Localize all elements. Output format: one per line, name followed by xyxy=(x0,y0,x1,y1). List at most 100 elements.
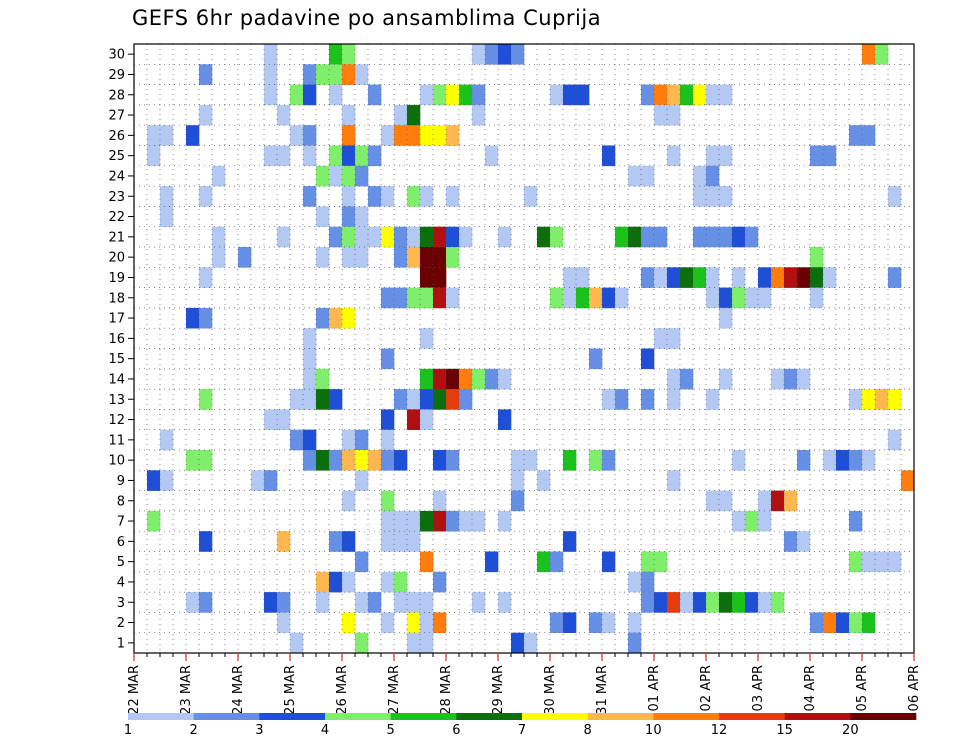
heatmap-cell xyxy=(264,44,278,65)
y-tick-label: 22 xyxy=(108,210,125,225)
legend-label: 6 xyxy=(452,723,460,738)
heatmap-cell xyxy=(784,368,798,390)
heatmap-cell xyxy=(693,226,707,248)
heatmap-cell xyxy=(511,490,525,512)
heatmap-cell xyxy=(706,287,720,309)
heatmap-cell xyxy=(823,267,837,288)
heatmap-cell xyxy=(329,571,343,593)
heatmap-cell xyxy=(420,592,434,613)
legend-label: 12 xyxy=(711,723,728,738)
heatmap-cell xyxy=(875,389,889,410)
heatmap-cell xyxy=(420,226,434,248)
heatmap-cell xyxy=(433,389,447,410)
heatmap-cell xyxy=(446,226,460,248)
heatmap-cell xyxy=(355,206,369,227)
heatmap-cell xyxy=(186,450,200,471)
heatmap-cell xyxy=(719,307,733,329)
heatmap-cell xyxy=(654,328,668,349)
legend-swatch xyxy=(456,713,523,720)
heatmap-cell xyxy=(550,226,564,248)
y-tick-label: 26 xyxy=(108,129,125,144)
heatmap-cell xyxy=(810,612,824,633)
heatmap-cell xyxy=(563,531,577,552)
heatmap-cell xyxy=(420,186,434,207)
y-tick-label: 27 xyxy=(108,109,125,124)
heatmap-cell xyxy=(628,571,642,593)
heatmap-cell xyxy=(342,104,356,126)
heatmap-cell xyxy=(290,389,304,410)
heatmap-cell xyxy=(563,450,577,471)
heatmap-cell xyxy=(732,510,746,532)
heatmap-cell xyxy=(680,592,694,613)
heatmap-cell xyxy=(264,470,278,491)
heatmap-cell xyxy=(420,632,434,654)
heatmap-cell xyxy=(355,450,369,471)
heatmap-cell xyxy=(706,145,720,167)
y-tick-label: 20 xyxy=(108,251,125,266)
heatmap-cell xyxy=(420,510,434,532)
heatmap-cell xyxy=(160,470,174,491)
legend-swatch xyxy=(653,713,720,720)
legend-label: 3 xyxy=(255,723,263,738)
y-tick-label: 1 xyxy=(117,636,125,651)
y-tick-label: 29 xyxy=(108,68,125,83)
heatmap-cell xyxy=(667,328,681,349)
heatmap-cell xyxy=(355,226,369,248)
heatmap-cell xyxy=(602,389,616,410)
heatmap-cell xyxy=(394,571,408,593)
y-tick-label: 24 xyxy=(108,169,125,184)
heatmap-cell xyxy=(693,84,707,106)
heatmap-cell xyxy=(810,267,824,288)
heatmap-cell xyxy=(667,470,681,491)
heatmap-cell xyxy=(862,389,876,410)
y-tick-label: 3 xyxy=(117,596,125,611)
heatmap-cell xyxy=(524,450,538,471)
heatmap-cell xyxy=(654,267,668,288)
heatmap-cell xyxy=(355,551,369,573)
heatmap-cell xyxy=(745,592,759,613)
heatmap-cell xyxy=(433,490,447,512)
y-tick-label: 30 xyxy=(108,48,125,63)
x-tick-label: 24 MAR xyxy=(231,665,246,715)
x-tick-label: 06 APR xyxy=(907,665,922,711)
heatmap-cell xyxy=(875,551,889,573)
y-tick-label: 19 xyxy=(108,271,125,286)
heatmap-cell xyxy=(303,84,317,106)
heatmap-cell xyxy=(758,267,772,288)
heatmap-cell xyxy=(615,389,629,410)
heatmap-cell xyxy=(342,145,356,167)
heatmap-cell xyxy=(784,267,798,288)
heatmap-cell xyxy=(667,145,681,167)
heatmap-cell xyxy=(849,450,863,471)
heatmap-cell xyxy=(394,287,408,309)
heatmap-cell xyxy=(407,186,421,207)
heatmap-cell xyxy=(290,429,304,451)
legend-swatch xyxy=(325,713,391,720)
heatmap-cell xyxy=(472,84,486,106)
x-tick-label: 25 MAR xyxy=(283,665,298,715)
y-tick-label: 28 xyxy=(108,88,125,103)
heatmap-cell xyxy=(797,368,811,390)
heatmap-cell xyxy=(732,287,746,309)
heatmap-cell xyxy=(342,571,356,593)
heatmap-cell xyxy=(706,389,720,410)
x-tick-label: 01 APR xyxy=(647,665,662,711)
heatmap-cell xyxy=(836,612,850,633)
heatmap-cell xyxy=(862,44,876,65)
heatmap-cell xyxy=(641,348,655,370)
heatmap-cell xyxy=(394,226,408,248)
heatmap-cell xyxy=(433,247,447,268)
heatmap-cell xyxy=(745,510,759,532)
heatmap-cell xyxy=(472,44,486,65)
heatmap-cell xyxy=(342,450,356,471)
heatmap-cell xyxy=(277,592,291,613)
heatmap-cell xyxy=(368,226,382,248)
legend-label: 20 xyxy=(842,723,859,738)
heatmap-cell xyxy=(862,551,876,573)
heatmap-cell xyxy=(433,571,447,593)
heatmap-cell xyxy=(407,125,421,146)
heatmap-cell xyxy=(693,267,707,288)
heatmap-cell xyxy=(381,226,395,248)
y-tick-label: 7 xyxy=(117,515,125,530)
heatmap-cell xyxy=(407,226,421,248)
